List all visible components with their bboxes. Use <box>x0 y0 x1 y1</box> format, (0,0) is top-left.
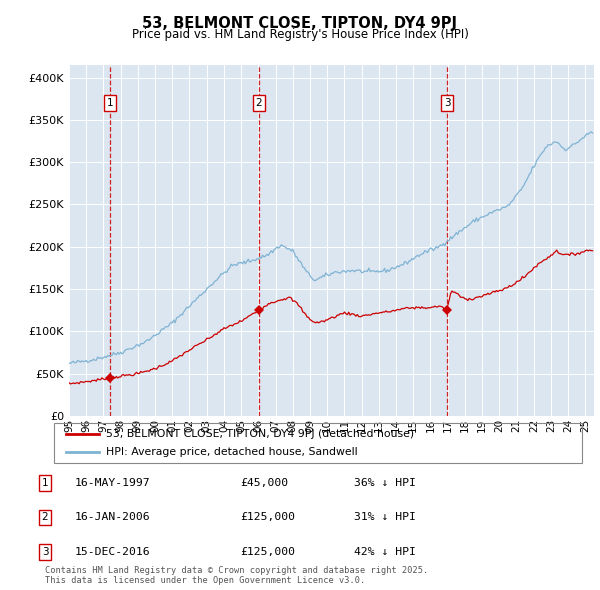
Text: 16-MAY-1997: 16-MAY-1997 <box>75 478 151 488</box>
Text: 3: 3 <box>443 98 451 108</box>
Text: 53, BELMONT CLOSE, TIPTON, DY4 9PJ (detached house): 53, BELMONT CLOSE, TIPTON, DY4 9PJ (deta… <box>106 430 415 440</box>
Text: HPI: Average price, detached house, Sandwell: HPI: Average price, detached house, Sand… <box>106 447 358 457</box>
Text: Price paid vs. HM Land Registry's House Price Index (HPI): Price paid vs. HM Land Registry's House … <box>131 28 469 41</box>
Text: 1: 1 <box>106 98 113 108</box>
Text: 2: 2 <box>41 513 49 522</box>
Text: 3: 3 <box>41 547 49 556</box>
Text: 42% ↓ HPI: 42% ↓ HPI <box>354 547 416 556</box>
Text: 2: 2 <box>256 98 262 108</box>
Text: £45,000: £45,000 <box>240 478 288 488</box>
Text: 53, BELMONT CLOSE, TIPTON, DY4 9PJ: 53, BELMONT CLOSE, TIPTON, DY4 9PJ <box>143 16 458 31</box>
Text: 15-DEC-2016: 15-DEC-2016 <box>75 547 151 556</box>
Text: 1: 1 <box>41 478 49 488</box>
Text: 16-JAN-2006: 16-JAN-2006 <box>75 513 151 522</box>
Text: 36% ↓ HPI: 36% ↓ HPI <box>354 478 416 488</box>
Text: Contains HM Land Registry data © Crown copyright and database right 2025.
This d: Contains HM Land Registry data © Crown c… <box>45 566 428 585</box>
Text: 31% ↓ HPI: 31% ↓ HPI <box>354 513 416 522</box>
Text: £125,000: £125,000 <box>240 547 295 556</box>
Text: £125,000: £125,000 <box>240 513 295 522</box>
